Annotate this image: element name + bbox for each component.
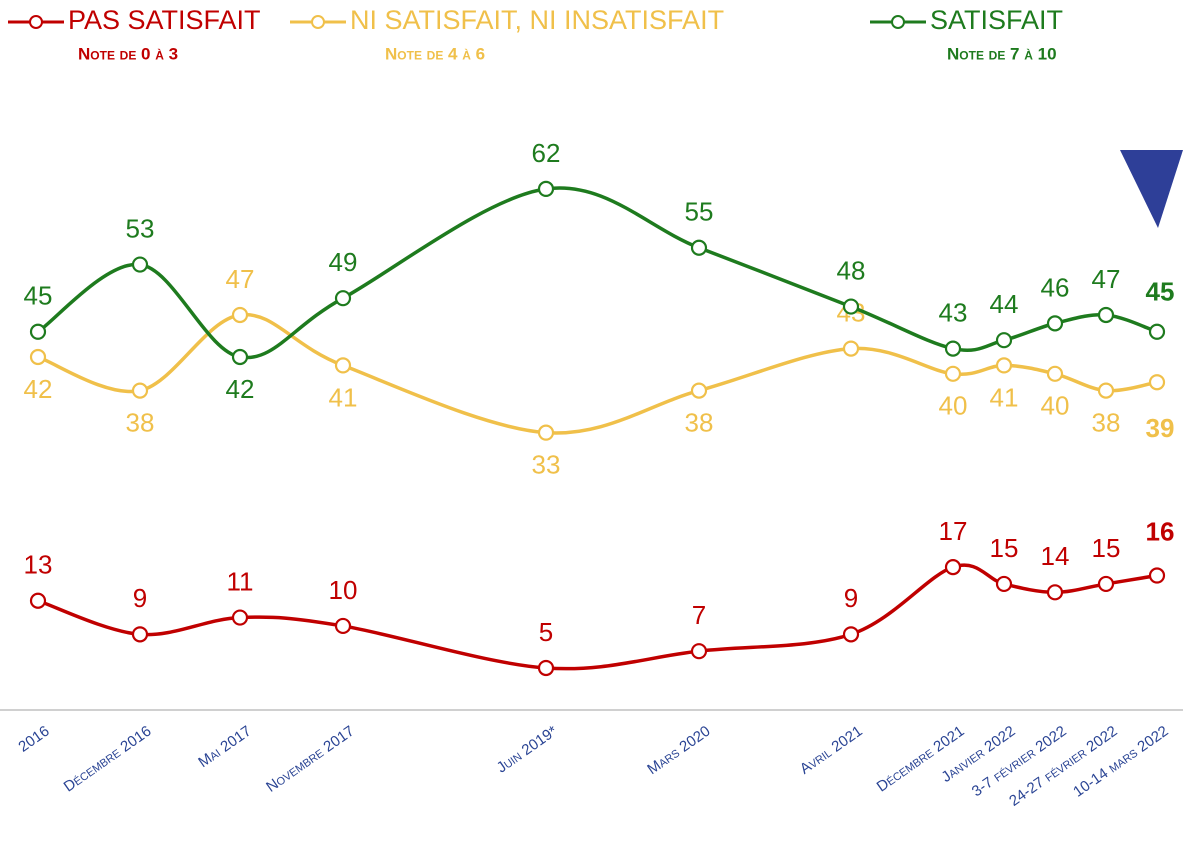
data-label: 45 xyxy=(1146,277,1175,307)
data-label: 40 xyxy=(1041,391,1070,421)
data-point xyxy=(842,340,860,357)
data-point xyxy=(131,382,149,399)
data-label: 33 xyxy=(532,450,561,480)
data-point xyxy=(995,575,1013,593)
data-point xyxy=(131,626,149,643)
data-point xyxy=(1097,306,1115,324)
data-label: 13 xyxy=(24,550,53,580)
x-tick-label: Avril 2021 xyxy=(797,723,866,778)
data-label: 53 xyxy=(126,213,155,243)
data-point xyxy=(231,609,249,626)
data-label: 43 xyxy=(939,297,968,327)
data-label: 14 xyxy=(1041,541,1070,571)
x-tick-label: Novembre 2017 xyxy=(263,723,357,796)
legend-note: Note de 0 à 3 xyxy=(78,44,178,63)
x-tick-label: Mars 2020 xyxy=(644,723,713,779)
data-label: 55 xyxy=(685,197,714,227)
data-point xyxy=(1148,567,1166,584)
legend-label: SATISFAIT xyxy=(930,5,1063,35)
data-label: 38 xyxy=(126,407,155,437)
legend-note: Note de 4 à 6 xyxy=(385,44,485,63)
data-label: 9 xyxy=(844,583,858,613)
x-tick-label: 2016 xyxy=(15,723,52,756)
data-label: 11 xyxy=(227,566,254,596)
legend-label: NI SATISFAIT, NI INSATISFAIT xyxy=(350,5,724,35)
data-point xyxy=(1097,575,1115,593)
data-label: 41 xyxy=(329,382,358,412)
data-point xyxy=(537,424,555,441)
data-label: 42 xyxy=(24,374,53,404)
data-label: 9 xyxy=(133,583,147,613)
data-point xyxy=(690,643,708,660)
x-tick-label: 10-14 mars 2022 xyxy=(1070,723,1171,801)
data-point xyxy=(29,348,47,366)
data-point xyxy=(842,626,860,643)
data-label: 39 xyxy=(1146,413,1175,443)
series-line xyxy=(37,312,1158,435)
data-label: 62 xyxy=(532,138,561,168)
data-label: 40 xyxy=(939,391,968,421)
data-point xyxy=(690,239,708,256)
legend-note: Note de 7 à 10 xyxy=(947,44,1057,63)
legend-marker xyxy=(311,15,325,29)
legend-marker xyxy=(29,15,43,29)
data-point xyxy=(995,332,1013,349)
data-point xyxy=(995,357,1013,374)
data-point xyxy=(1046,365,1064,382)
series-line xyxy=(36,186,1158,360)
data-point xyxy=(231,348,249,366)
data-point xyxy=(1148,374,1166,391)
data-label: 47 xyxy=(1092,264,1121,294)
data-point xyxy=(944,340,962,357)
data-label: 45 xyxy=(24,281,53,311)
data-point xyxy=(690,382,708,399)
data-label: 44 xyxy=(990,289,1019,319)
data-label: 41 xyxy=(990,382,1019,412)
data-label: 38 xyxy=(685,407,714,437)
data-point xyxy=(334,357,352,374)
data-label: 46 xyxy=(1041,272,1070,302)
data-point xyxy=(334,290,352,307)
legend-label: PAS SATISFAIT xyxy=(68,5,261,35)
legend-marker xyxy=(891,15,905,29)
data-point xyxy=(29,592,47,609)
data-label: 7 xyxy=(692,600,706,630)
data-point xyxy=(944,365,962,382)
data-point xyxy=(1046,315,1064,332)
x-tick-label: Juin 2019* xyxy=(494,723,561,777)
data-label: 48 xyxy=(837,255,866,285)
data-point xyxy=(1148,323,1166,340)
data-point xyxy=(29,323,47,340)
data-label: 5 xyxy=(539,617,553,647)
x-tick-label: Mai 2017 xyxy=(195,723,254,772)
data-point xyxy=(537,180,555,198)
data-label: 15 xyxy=(1092,533,1121,563)
data-point xyxy=(334,617,352,635)
data-label: 15 xyxy=(990,533,1019,563)
data-point xyxy=(537,659,555,677)
series-line xyxy=(37,563,1158,671)
data-label: 10 xyxy=(329,575,358,605)
data-point xyxy=(131,256,149,273)
data-point xyxy=(231,306,249,324)
data-label: 47 xyxy=(226,264,255,294)
data-point xyxy=(842,298,860,315)
data-point xyxy=(1097,382,1115,399)
x-tick-label: Décembre 2021 xyxy=(874,723,968,796)
data-label: 42 xyxy=(226,374,255,404)
data-point xyxy=(1046,584,1064,601)
highlight-triangle xyxy=(1120,150,1183,228)
data-label: 16 xyxy=(1146,516,1175,546)
data-label: 49 xyxy=(329,247,358,277)
data-label: 17 xyxy=(939,516,968,546)
data-label: 38 xyxy=(1092,407,1121,437)
x-tick-label: Décembre 2016 xyxy=(61,723,155,796)
data-point xyxy=(944,559,962,576)
